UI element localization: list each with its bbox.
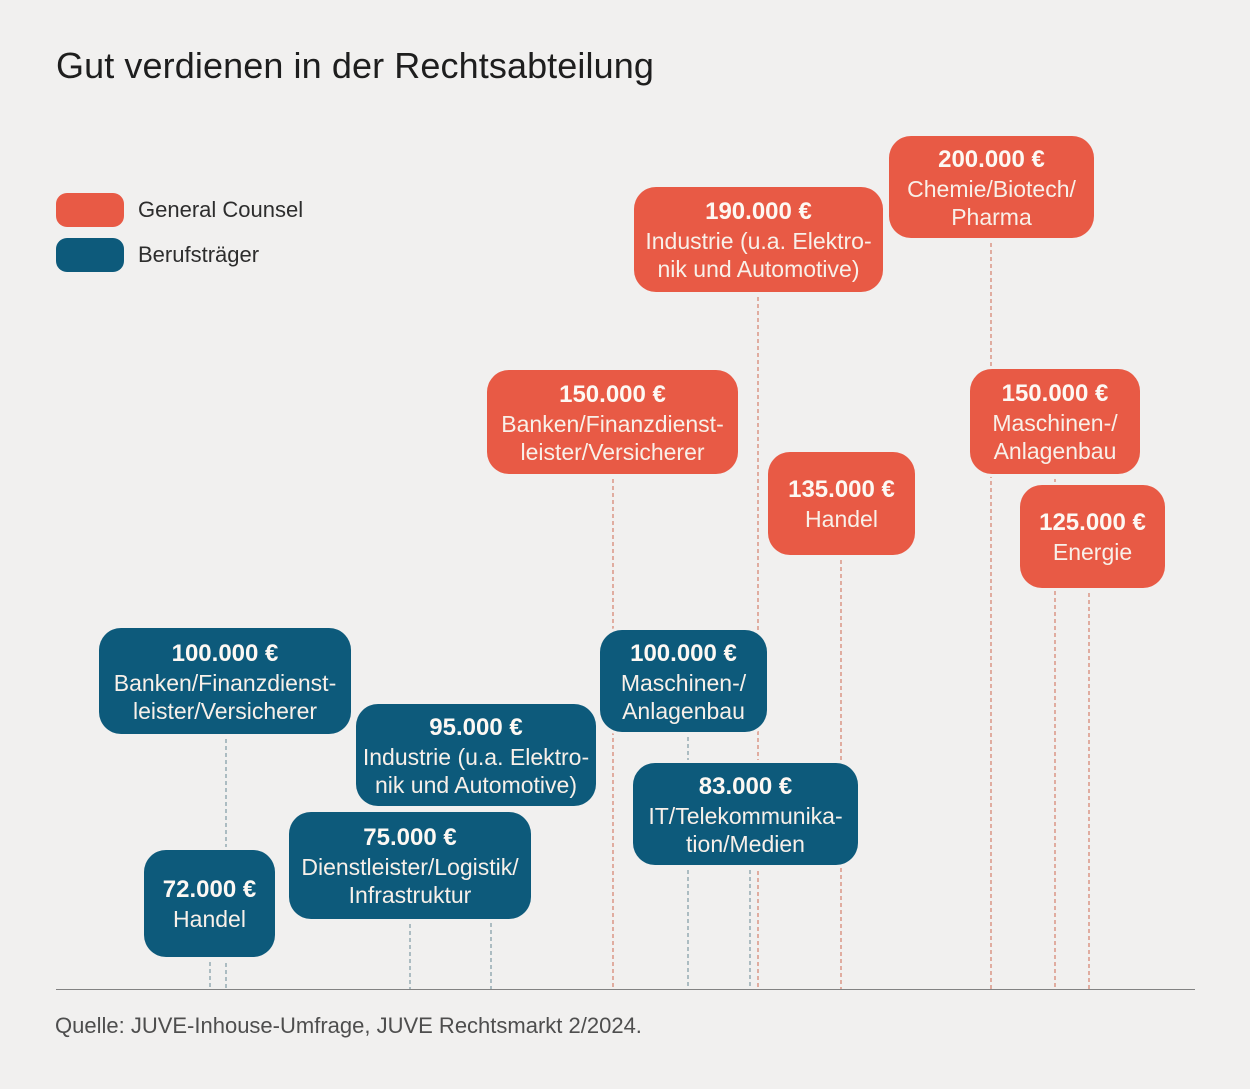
callout-value: 100.000 € (630, 639, 737, 667)
callout-value: 83.000 € (698, 772, 793, 800)
callout-box-bt-maschinen-anlagenbau: 100.000 € Maschinen-/Anlagenbau (600, 630, 767, 732)
callout-category-line: Handel (805, 506, 878, 532)
callout-category-line: Anlagenbau (622, 697, 745, 724)
callout-category-line: Dienstleister/Logistik/ (301, 854, 519, 880)
callout-category-line: Infrastruktur (348, 882, 472, 908)
callout-category-line: tion/Medien (686, 830, 805, 857)
callout-category-line: Banken/Finanzdienst- (501, 410, 724, 437)
callout-category-line: Industrie (u.a. Elektro- (645, 228, 872, 254)
callout-category-line: leister/Versicherer (132, 697, 318, 724)
callout-box-gc-handel: 135.000 € Handel (768, 452, 915, 555)
legend-label: Berufsträger (138, 242, 260, 267)
callout-box-bt-handel: 72.000 € Handel (144, 850, 275, 957)
legend-swatch-general-counsel (56, 193, 124, 227)
callout-value: 95.000 € (429, 713, 523, 741)
callout-category-line: Industrie (u.a. Elektro- (362, 743, 590, 770)
callout-box-bt-industrie: 95.000 € Industrie (u.a. Elektro-nik und … (356, 704, 596, 806)
source-note: Quelle: JUVE-Inhouse-Umfrage, JUVE Recht… (55, 1013, 642, 1038)
callout-category-line: nik und Automotive) (657, 256, 860, 282)
callout-value: 135.000 € (788, 476, 895, 503)
callout-value: 150.000 € (1001, 380, 1109, 407)
callout-value: 150.000 € (559, 380, 666, 408)
callout-category-line: IT/Telekommunika- (648, 802, 843, 829)
callout-box-gc-chemie-biotech-pharma: 200.000 € Chemie/Biotech/Pharma (889, 136, 1094, 238)
callout-category-line: Handel (173, 906, 246, 932)
x-axis-baseline (56, 989, 1195, 990)
callout-category-line: Chemie/Biotech/ (907, 175, 1076, 202)
callout-category-line: leister/Versicherer (520, 438, 705, 465)
callout-box-bt-banken: 100.000 € Banken/Finanzdienst-leister/Ver… (99, 628, 351, 734)
callout-value: 72.000 € (162, 876, 257, 903)
callout-box-gc-banken: 150.000 € Banken/Finanzdienst-leister/Ver… (487, 370, 738, 474)
legend-item: General Counsel (56, 193, 303, 227)
callout-category-line: Pharma (951, 203, 1032, 230)
callout-category-line: nik und Automotive) (374, 771, 577, 798)
callout-box-gc-energie: 125.000 € Energie (1020, 485, 1165, 588)
chart-title: Gut verdienen in der Rechtsabteilung (56, 45, 654, 86)
callout-box-gc-industrie: 190.000 € Industrie (u.a. Elektro-nik und… (634, 187, 883, 292)
callout-value: 190.000 € (705, 198, 812, 225)
callout-category-line: Maschinen-/ (620, 669, 747, 696)
callout-box-bt-it-telekommunikation-medien: 83.000 € IT/Telekommunika-tion/Medien (633, 763, 858, 865)
callout-category-line: Maschinen-/ (992, 410, 1118, 436)
legend: General Counsel Berufsträger (56, 193, 303, 283)
callout-value: 75.000 € (363, 824, 457, 851)
callout-category-line: Anlagenbau (993, 438, 1117, 464)
callout-category-line: Banken/Finanzdienst- (113, 669, 337, 696)
legend-label: General Counsel (138, 197, 304, 222)
callout-category-line: Energie (1052, 539, 1133, 565)
legend-swatch-berufstraeger (56, 238, 124, 272)
callout-value: 100.000 € (171, 639, 279, 667)
legend-item: Berufsträger (56, 238, 303, 272)
callout-box-bt-dienstleister: 75.000 € Dienstleister/Logistik/Infrastru… (289, 812, 531, 919)
callout-value: 200.000 € (938, 145, 1045, 173)
callout-box-gc-maschinen-anlagenbau: 150.000 € Maschinen-/Anlagenbau (970, 369, 1140, 474)
callout-value: 125.000 € (1039, 509, 1146, 536)
